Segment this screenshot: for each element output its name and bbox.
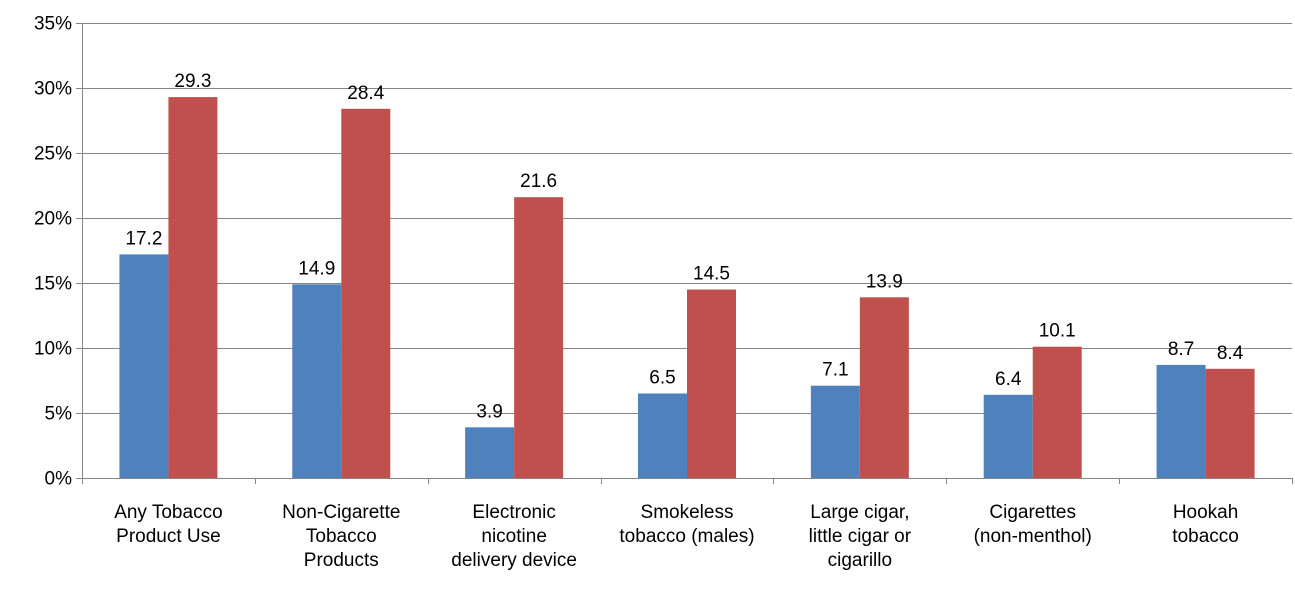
data-label-series-1-7: 8.7 xyxy=(1168,339,1194,360)
data-label-series-1-5: 7.1 xyxy=(822,360,848,381)
x-category-label: Hookah tobacco xyxy=(1172,502,1239,547)
bar-series-2-4 xyxy=(687,289,736,478)
data-label-series-1-3: 3.9 xyxy=(476,401,502,422)
x-category-label: Electronic nicotine delivery device xyxy=(451,502,577,571)
axes xyxy=(82,23,1293,484)
bar-series-2-3 xyxy=(514,197,564,478)
bar-series-1-3 xyxy=(465,427,515,478)
y-tick-label: 35% xyxy=(34,14,72,35)
x-category-label: Cigarettes (non-menthol) xyxy=(974,502,1092,547)
bar-series-2-5 xyxy=(859,297,909,478)
data-label-series-1-1: 17.2 xyxy=(125,228,162,249)
data-label-series-2-1: 29.3 xyxy=(174,71,211,92)
data-label-series-2-3: 21.6 xyxy=(520,171,557,192)
x-category-label: Smokeless tobacco (males) xyxy=(619,502,754,547)
bars xyxy=(119,97,1255,479)
y-axis-ticks: 0% 5% 10% 15% 20% 25% 30% 35% xyxy=(34,14,82,490)
y-tick-label: 0% xyxy=(45,469,73,490)
y-tick-label: 20% xyxy=(34,209,72,230)
y-tick-label: 25% xyxy=(34,144,72,165)
bar-series-2-6 xyxy=(1032,346,1082,478)
data-labels: 17.2 29.3 14.9 28.4 3.9 21.6 6.5 14.5 7.1 13.9 6.4… xyxy=(125,71,1243,422)
bar-series-2-1 xyxy=(168,97,218,478)
data-label-series-2-7: 8.4 xyxy=(1217,343,1244,364)
y-tick-label: 10% xyxy=(34,339,72,360)
bar-series-2-2 xyxy=(341,108,391,479)
bar-series-1-6 xyxy=(983,394,1033,478)
bar-series-1-2 xyxy=(292,284,342,478)
data-label-series-2-6: 10.1 xyxy=(1039,321,1076,342)
bar-series-1-1 xyxy=(119,254,169,478)
x-category-label: Large cigar, little cigar or cigarillo xyxy=(809,502,912,571)
x-category-label: Non-Cigarette Tobacco Products xyxy=(282,502,400,571)
bar-series-1-7 xyxy=(1156,364,1206,478)
data-label-series-2-2: 28.4 xyxy=(347,83,384,104)
bar-series-1-4 xyxy=(638,393,687,478)
bar-series-1-5 xyxy=(810,385,860,478)
data-label-series-2-4: 14.5 xyxy=(693,264,730,285)
y-tick-label: 15% xyxy=(34,274,72,295)
x-category-label: Any Tobacco Product Use xyxy=(114,502,222,547)
bar-series-2-7 xyxy=(1205,368,1255,478)
data-label-series-2-5: 13.9 xyxy=(866,271,903,292)
data-label-series-1-2: 14.9 xyxy=(298,258,335,279)
data-label-series-1-4: 6.5 xyxy=(649,368,675,389)
data-label-series-1-6: 6.4 xyxy=(995,369,1022,390)
x-axis-categories: Any Tobacco Product Use Non-Cigarette Tobac… xyxy=(114,502,1239,571)
y-tick-label: 5% xyxy=(45,404,73,425)
y-tick-label: 30% xyxy=(34,79,72,100)
